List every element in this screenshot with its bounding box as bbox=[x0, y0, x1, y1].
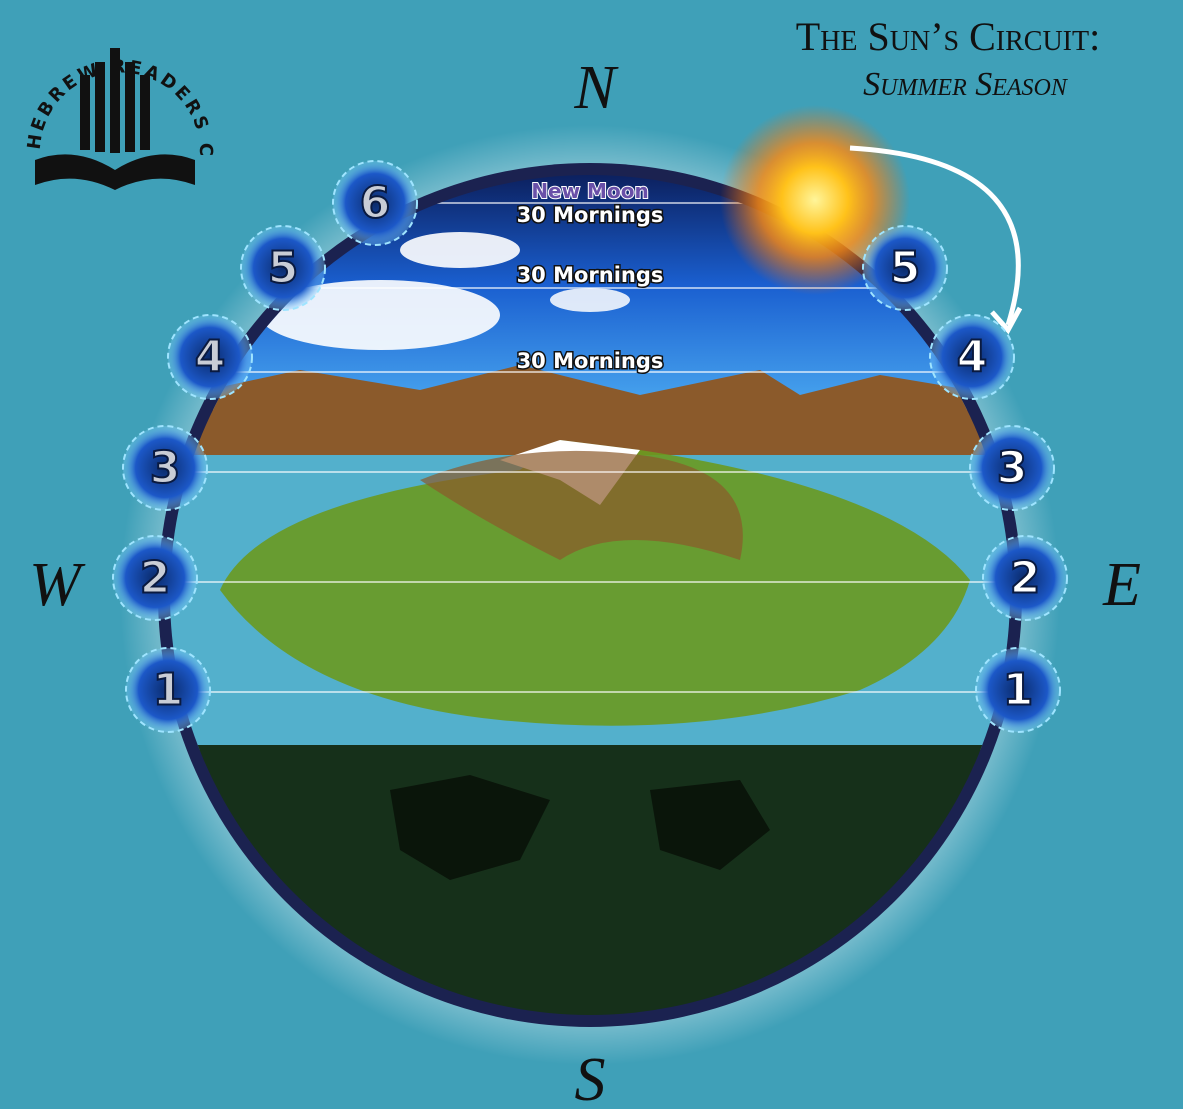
arrow-head bbox=[990, 306, 1023, 335]
gate-orb bbox=[969, 425, 1055, 511]
gate-orb bbox=[167, 314, 253, 400]
gate-orb bbox=[929, 314, 1015, 400]
gate-number: 3 bbox=[150, 443, 181, 494]
gate-number: 5 bbox=[890, 243, 921, 294]
new-moon-label: New Moon bbox=[531, 179, 648, 203]
sun-path-arrow bbox=[849, 145, 1021, 326]
gate-number: 1 bbox=[1003, 665, 1034, 716]
mornings-label: 30 Mornings bbox=[517, 263, 664, 287]
subtitle: Summer Season bbox=[863, 66, 1069, 103]
gate-number: 6 bbox=[360, 178, 391, 229]
gate-orb bbox=[862, 225, 948, 311]
gate-number: 2 bbox=[140, 553, 171, 604]
gate-orb bbox=[332, 160, 418, 246]
compass-west: W bbox=[29, 551, 86, 619]
mornings-label: 30 Mornings bbox=[517, 203, 664, 227]
sun bbox=[720, 105, 910, 295]
gate-number: 1 bbox=[153, 665, 184, 716]
gate-orb bbox=[240, 225, 326, 311]
gate-orb bbox=[982, 535, 1068, 621]
gate-orb bbox=[125, 647, 211, 733]
logo-text: HEBREW READERS CHURCH bbox=[0, 0, 216, 159]
gate-number: 3 bbox=[997, 443, 1028, 494]
gate-number: 2 bbox=[1010, 553, 1041, 604]
compass-east: E bbox=[1102, 551, 1141, 619]
gate-number: 4 bbox=[957, 332, 988, 383]
logo: HEBREW READERS CHURCH bbox=[0, 0, 216, 190]
gate-number: 5 bbox=[268, 243, 299, 294]
compass-south: S bbox=[575, 1046, 606, 1109]
title: The Sun’s Circuit: bbox=[796, 14, 1100, 59]
gate-orb bbox=[975, 647, 1061, 733]
compass-north: N bbox=[573, 54, 619, 122]
logo-text-path: HEBREW READERS CHURCH bbox=[0, 0, 213, 159]
gate-orb bbox=[112, 535, 198, 621]
gate-number: 4 bbox=[195, 332, 226, 383]
gate-orb bbox=[122, 425, 208, 511]
mornings-label: 30 Mornings bbox=[517, 349, 664, 373]
